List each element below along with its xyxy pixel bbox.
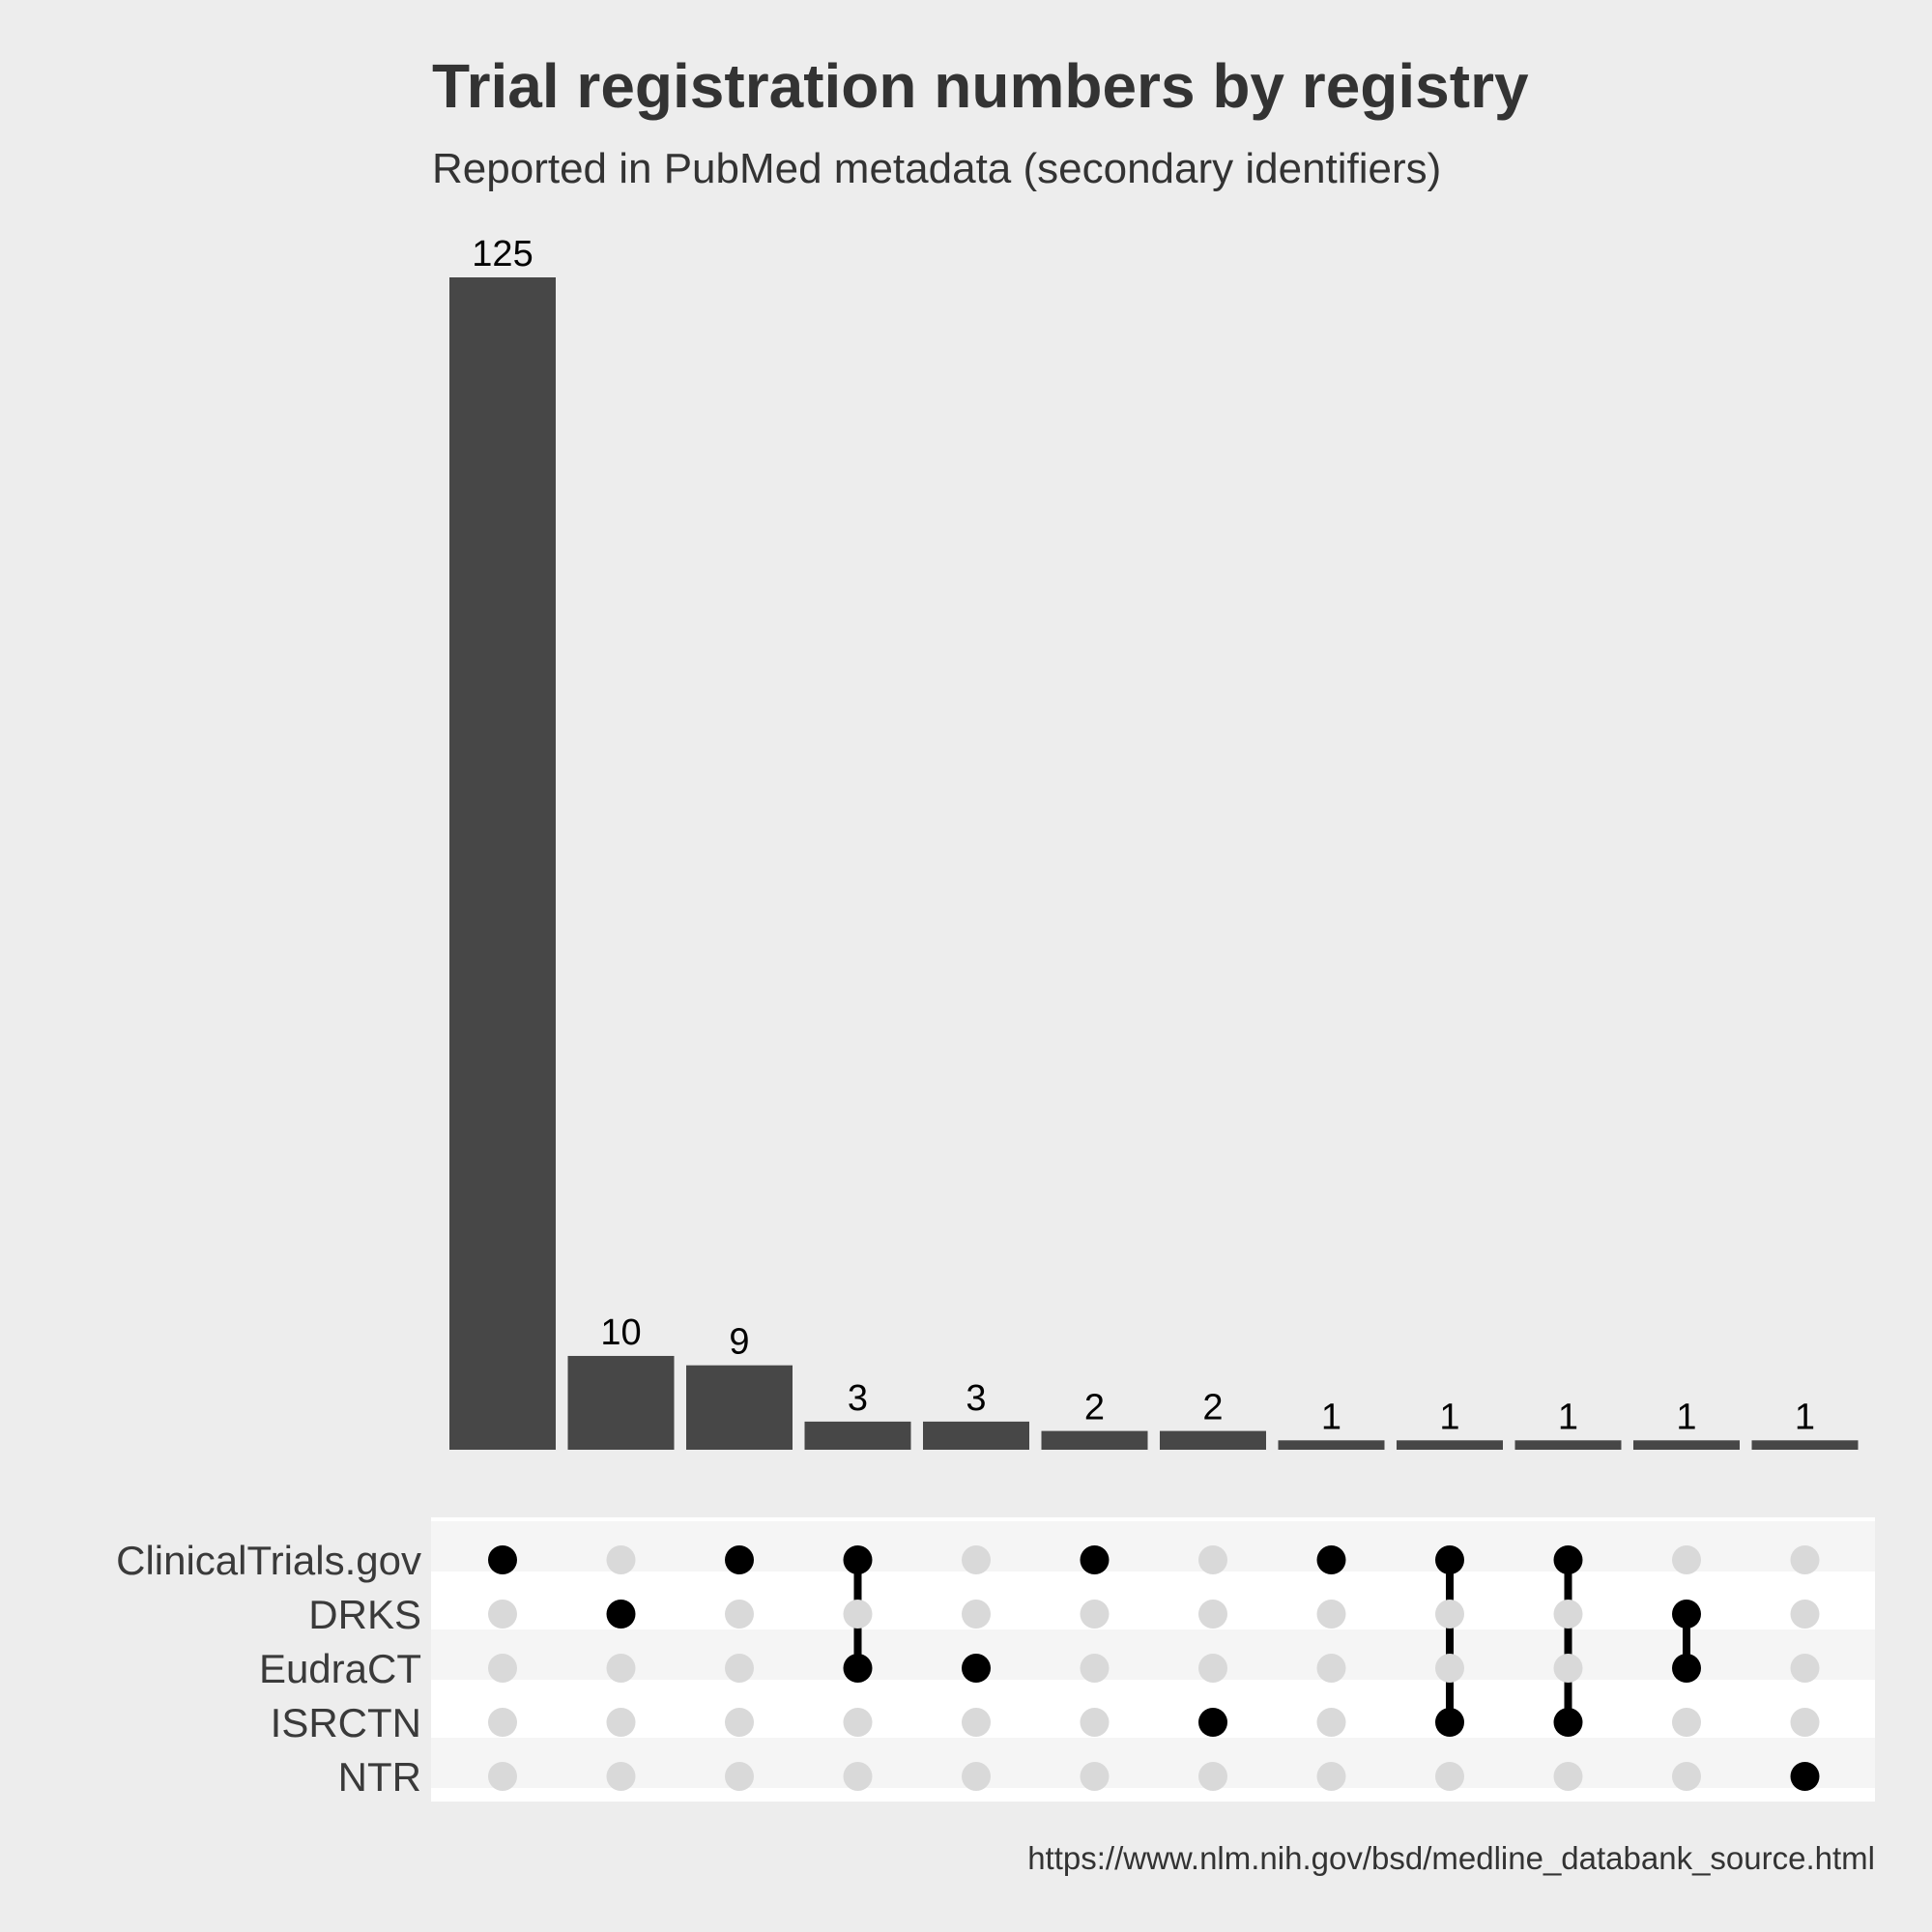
matrix-dot-inactive (1553, 1654, 1583, 1683)
bar-value-label: 2 (1202, 1388, 1223, 1428)
chart-caption: https://www.nlm.nih.gov/bsd/medline_data… (1027, 1840, 1875, 1876)
bar (1278, 1440, 1385, 1450)
bar-value-label: 9 (729, 1322, 749, 1363)
bar-value-label: 1 (1321, 1397, 1341, 1437)
matrix-dot-active (1198, 1708, 1227, 1737)
matrix-dot-inactive (1198, 1600, 1227, 1629)
matrix-dot-active (488, 1545, 517, 1574)
bar (1397, 1440, 1503, 1450)
matrix-dot-inactive (1553, 1600, 1583, 1629)
matrix-dot-inactive (1790, 1545, 1820, 1574)
matrix-dot-inactive (1435, 1654, 1464, 1683)
matrix-dot-inactive (725, 1600, 754, 1629)
matrix-row-stripe (431, 1738, 1875, 1788)
matrix-dot-inactive (1198, 1762, 1227, 1791)
matrix-dot-inactive (606, 1762, 636, 1791)
matrix-dot-inactive (1790, 1654, 1820, 1683)
bar (923, 1421, 1029, 1450)
matrix-dot-active (962, 1654, 991, 1683)
bar-value-label: 1 (1676, 1397, 1696, 1437)
matrix-dot-inactive (1316, 1654, 1346, 1683)
matrix-dot-inactive (1672, 1545, 1701, 1574)
matrix-dot-inactive (725, 1708, 754, 1737)
matrix-dot-active (1790, 1762, 1820, 1791)
bar (686, 1365, 793, 1450)
matrix-dot-active (1435, 1545, 1464, 1574)
bar-value-label: 125 (472, 234, 533, 274)
matrix-dot-active (1316, 1545, 1346, 1574)
set-label: DRKS (308, 1592, 421, 1637)
set-label: ISRCTN (271, 1700, 421, 1745)
matrix-dot-inactive (606, 1654, 636, 1683)
bar-value-label: 1 (1795, 1397, 1815, 1437)
matrix-dot-inactive (843, 1708, 873, 1737)
matrix-dot-inactive (725, 1762, 754, 1791)
set-label: EudraCT (259, 1646, 421, 1691)
matrix-dot-inactive (488, 1708, 517, 1737)
matrix-dot-active (843, 1545, 873, 1574)
matrix-dot-inactive (962, 1600, 991, 1629)
matrix-row-stripe (431, 1629, 1875, 1680)
matrix-dot-inactive (1790, 1708, 1820, 1737)
matrix-dot-inactive (1790, 1600, 1820, 1629)
matrix-dot-active (1553, 1708, 1583, 1737)
matrix-group: ClinicalTrials.gov DRKS EudraCT ISRCTN NTR (116, 1517, 1875, 1802)
matrix-dot-active (1672, 1600, 1701, 1629)
matrix-dot-active (1080, 1545, 1110, 1574)
chart-title: Trial registration numbers by registry (432, 51, 1529, 121)
bar (1041, 1430, 1148, 1450)
matrix-dot-inactive (1198, 1654, 1227, 1683)
bar (1633, 1440, 1740, 1450)
matrix-dot-inactive (488, 1600, 517, 1629)
matrix-dot-inactive (1553, 1762, 1583, 1791)
matrix-dot-inactive (1316, 1600, 1346, 1629)
matrix-dot-active (725, 1545, 754, 1574)
matrix-dot-active (1672, 1654, 1701, 1683)
matrix-dot-inactive (606, 1545, 636, 1574)
matrix-dot-inactive (1080, 1762, 1110, 1791)
bar (567, 1355, 675, 1450)
matrix-dot-inactive (1080, 1654, 1110, 1683)
bar-value-label: 1 (1439, 1397, 1459, 1437)
matrix-dot-inactive (843, 1600, 873, 1629)
matrix-dot-inactive (962, 1708, 991, 1737)
bar (1160, 1430, 1266, 1450)
matrix-dot-inactive (606, 1708, 636, 1737)
matrix-dot-inactive (962, 1545, 991, 1574)
bar-value-label: 10 (600, 1312, 641, 1353)
matrix-dot-inactive (1316, 1762, 1346, 1791)
bar (804, 1421, 911, 1450)
matrix-dot-inactive (1435, 1762, 1464, 1791)
matrix-dot-inactive (1316, 1708, 1346, 1737)
bar-value-label: 3 (848, 1378, 868, 1419)
bar-group: 125 10 9 3 3 2 2 1 1 1 1 1 (449, 234, 1859, 1450)
matrix-dot-active (606, 1600, 636, 1629)
matrix-dot-inactive (1198, 1545, 1227, 1574)
bar (1514, 1440, 1622, 1450)
bar-value-label: 1 (1558, 1397, 1578, 1437)
matrix-dot-inactive (1080, 1708, 1110, 1737)
chart-subtitle: Reported in PubMed metadata (secondary i… (432, 145, 1441, 192)
bar (1751, 1440, 1859, 1450)
matrix-dot-inactive (725, 1654, 754, 1683)
matrix-dot-inactive (1080, 1600, 1110, 1629)
matrix-dot-active (843, 1654, 873, 1683)
matrix-dot-inactive (843, 1762, 873, 1791)
set-label: ClinicalTrials.gov (116, 1538, 421, 1583)
bar-value-label: 3 (966, 1378, 986, 1419)
matrix-dot-inactive (488, 1654, 517, 1683)
matrix-row-stripe (431, 1521, 1875, 1572)
bar-value-label: 2 (1084, 1388, 1105, 1428)
matrix-dot-inactive (488, 1762, 517, 1791)
bar (449, 277, 556, 1450)
matrix-dot-active (1435, 1708, 1464, 1737)
matrix-dot-inactive (1672, 1708, 1701, 1737)
set-label: NTR (338, 1754, 421, 1800)
matrix-dot-inactive (1672, 1762, 1701, 1791)
matrix-dot-inactive (962, 1762, 991, 1791)
matrix-dot-active (1553, 1545, 1583, 1574)
matrix-dot-inactive (1435, 1600, 1464, 1629)
